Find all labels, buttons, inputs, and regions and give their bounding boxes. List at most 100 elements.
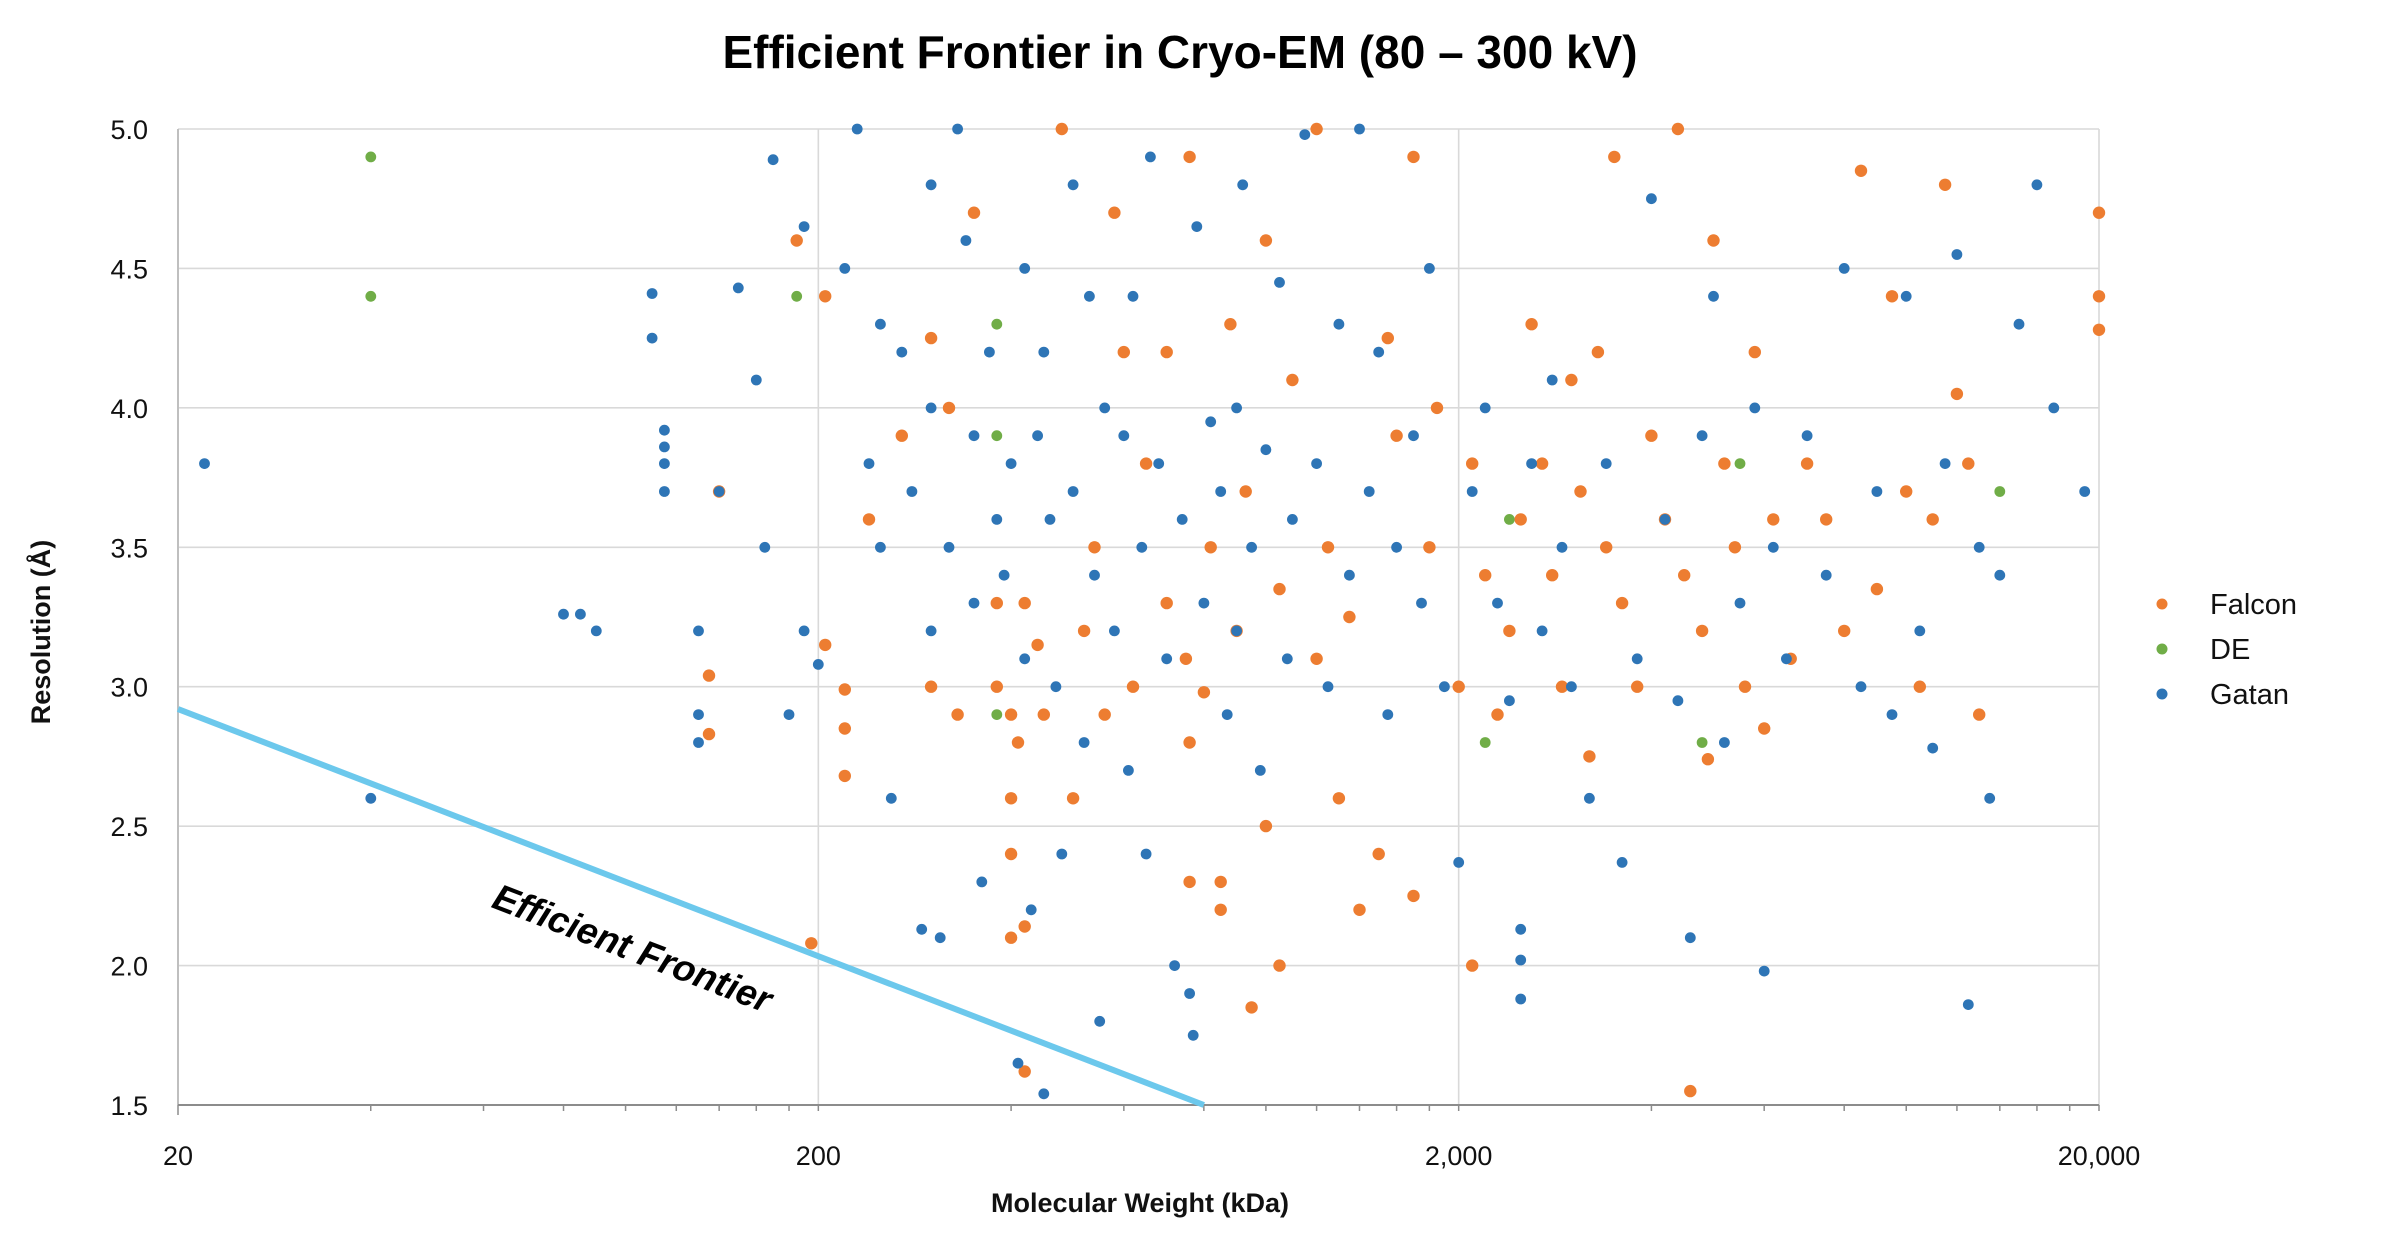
data-point-falcon xyxy=(1018,1065,1031,1078)
data-point-falcon xyxy=(895,429,908,442)
data-point-gatan xyxy=(875,541,886,553)
data-point-falcon xyxy=(951,708,964,721)
data-point-falcon xyxy=(1748,345,1762,359)
data-point-falcon xyxy=(2092,323,2106,336)
data-point-gatan xyxy=(1886,709,1898,720)
data-point-gatan xyxy=(1962,999,1974,1010)
data-point-gatan xyxy=(2048,402,2060,414)
data-point-falcon xyxy=(1631,680,1644,693)
data-point-falcon xyxy=(1926,513,1939,526)
data-point-falcon xyxy=(1583,750,1596,763)
legend-marker-falcon xyxy=(2156,598,2168,610)
data-point-gatan xyxy=(1492,597,1503,609)
data-point-falcon xyxy=(1503,624,1516,638)
data-point-gatan xyxy=(925,402,937,414)
data-point-gatan xyxy=(1221,709,1233,720)
data-point-de xyxy=(1479,737,1491,748)
data-point-gatan xyxy=(1600,458,1612,469)
data-point-gatan xyxy=(1354,123,1365,135)
y-tick-label: 3.0 xyxy=(110,673,148,703)
data-point-falcon xyxy=(1183,736,1196,749)
data-point-falcon xyxy=(1430,401,1444,415)
data-point-gatan xyxy=(1118,430,1130,442)
data-point-gatan xyxy=(1176,514,1188,525)
data-point-falcon xyxy=(1684,1084,1697,1098)
data-point-de xyxy=(791,290,803,302)
data-point-falcon xyxy=(1018,596,1031,610)
y-axis-label: Resolution (Å) xyxy=(25,540,56,724)
data-point-de xyxy=(365,151,377,163)
data-point-gatan xyxy=(1019,653,1031,665)
data-point-falcon xyxy=(862,513,876,526)
data-point-falcon xyxy=(790,234,803,247)
data-point-gatan xyxy=(1708,290,1719,302)
data-point-falcon xyxy=(1088,541,1101,554)
data-point-falcon xyxy=(1332,792,1346,805)
data-point-gatan xyxy=(1767,541,1779,553)
data-point-gatan xyxy=(767,154,779,166)
data-point-falcon xyxy=(1031,638,1044,652)
data-point-gatan xyxy=(750,374,762,386)
data-point-falcon xyxy=(838,683,851,696)
legend-marker-gatan xyxy=(2156,688,2168,700)
data-point-gatan xyxy=(875,318,886,330)
data-point-gatan xyxy=(1038,346,1050,358)
data-point-gatan xyxy=(659,486,670,497)
data-point-gatan xyxy=(1734,597,1746,609)
data-point-falcon xyxy=(1066,792,1080,805)
data-point-gatan xyxy=(1287,514,1298,525)
data-point-falcon xyxy=(1310,652,1323,665)
data-point-gatan xyxy=(783,709,795,720)
data-point-gatan xyxy=(1025,904,1037,916)
data-point-gatan xyxy=(1231,625,1242,637)
data-point-falcon xyxy=(1214,903,1227,916)
data-point-gatan xyxy=(1246,541,1257,553)
data-point-gatan xyxy=(1184,988,1195,999)
data-point-gatan xyxy=(976,876,988,888)
data-point-gatan xyxy=(1646,193,1657,205)
data-point-gatan xyxy=(1749,402,1761,414)
data-point-gatan xyxy=(1479,402,1491,414)
data-point-falcon xyxy=(1160,345,1173,359)
legend: Falcon DE Gatan xyxy=(2156,589,2297,711)
data-point-gatan xyxy=(906,486,918,497)
data-point-gatan xyxy=(713,486,725,497)
data-point-falcon xyxy=(1820,513,1833,526)
data-point-falcon xyxy=(1962,457,1975,470)
data-point-falcon xyxy=(1407,150,1420,164)
data-point-falcon xyxy=(1018,920,1031,933)
data-point-gatan xyxy=(1094,1015,1106,1027)
data-point-gatan xyxy=(1084,290,1095,302)
data-point-gatan xyxy=(2013,318,2025,330)
data-point-gatan xyxy=(1466,486,1478,497)
data-point-gatan xyxy=(1127,290,1139,302)
data-point-gatan xyxy=(2079,486,2091,497)
data-point-falcon xyxy=(1718,457,1731,470)
data-point-falcon xyxy=(1407,889,1420,903)
data-point-gatan xyxy=(1939,458,1951,469)
data-point-gatan xyxy=(1140,848,1152,860)
data-point-gatan xyxy=(693,625,704,637)
data-point-falcon xyxy=(1273,582,1286,596)
data-point-falcon xyxy=(1800,457,1814,470)
data-point-falcon xyxy=(1273,959,1286,972)
data-point-gatan xyxy=(1631,653,1643,665)
data-point-gatan xyxy=(1672,695,1684,707)
data-point-falcon xyxy=(1160,596,1173,610)
data-point-gatan xyxy=(1984,792,1996,804)
data-point-falcon xyxy=(819,638,832,652)
data-point-gatan xyxy=(851,123,863,135)
data-point-falcon xyxy=(967,206,981,219)
data-point-falcon xyxy=(1245,1001,1258,1014)
data-point-de xyxy=(1734,458,1746,469)
data-point-falcon xyxy=(1259,234,1273,247)
data-point-falcon xyxy=(1838,624,1851,638)
data-point-gatan xyxy=(1299,129,1311,141)
data-point-gatan xyxy=(984,346,995,358)
data-point-falcon xyxy=(1678,569,1691,582)
data-point-falcon xyxy=(1224,318,1237,331)
data-point-gatan xyxy=(916,923,928,935)
y-tick-label: 1.5 xyxy=(110,1091,148,1121)
data-point-falcon xyxy=(1591,345,1605,359)
